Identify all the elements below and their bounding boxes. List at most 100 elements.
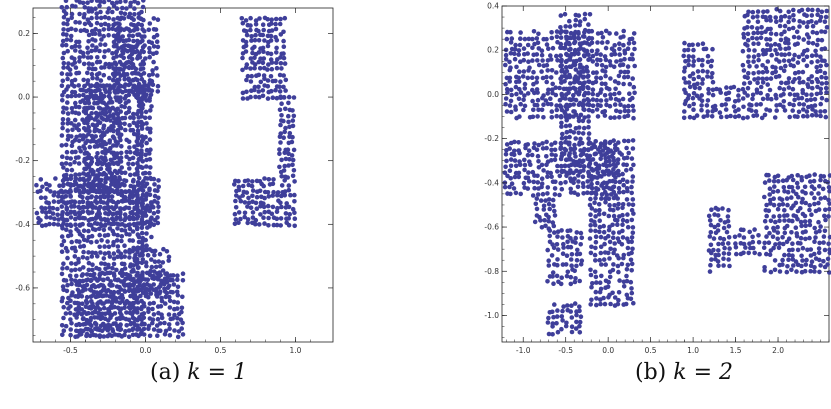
data-point — [540, 141, 545, 146]
data-point — [603, 159, 609, 164]
data-point — [804, 24, 810, 30]
data-point — [591, 70, 596, 75]
data-point — [563, 123, 569, 129]
data-point — [800, 245, 806, 251]
data-point — [620, 62, 626, 67]
data-point — [759, 25, 764, 30]
data-point — [236, 178, 241, 184]
data-point — [132, 144, 137, 149]
data-point — [778, 65, 784, 71]
data-point — [560, 67, 565, 72]
data-point — [261, 201, 266, 206]
data-point — [776, 73, 782, 79]
data-point — [283, 125, 288, 131]
data-point — [576, 179, 581, 184]
data-point — [65, 282, 70, 288]
data-point — [115, 89, 120, 95]
data-point — [282, 61, 288, 66]
data-point — [88, 55, 94, 60]
data-point — [624, 155, 630, 160]
data-point — [572, 279, 578, 285]
data-point — [121, 43, 127, 49]
data-point — [549, 30, 554, 35]
data-point — [607, 103, 613, 109]
data-point — [579, 258, 585, 264]
data-point — [758, 84, 764, 90]
data-point — [110, 295, 115, 301]
data-point — [253, 217, 259, 223]
data-point — [566, 153, 572, 158]
data-point — [568, 244, 574, 250]
data-point — [563, 29, 568, 35]
data-point — [122, 332, 127, 338]
data-point — [741, 235, 747, 240]
data-point — [824, 80, 829, 86]
data-point — [76, 138, 82, 144]
data-point — [73, 4, 78, 9]
data-point — [130, 229, 136, 234]
data-point — [101, 227, 107, 233]
data-point — [76, 282, 82, 288]
data-point — [540, 75, 546, 81]
data-point — [765, 59, 771, 64]
data-point — [261, 27, 267, 33]
data-point — [180, 271, 186, 277]
data-point — [585, 190, 590, 195]
data-point — [147, 151, 152, 156]
data-point — [813, 235, 818, 240]
data-point — [256, 89, 262, 94]
data-point — [610, 235, 616, 240]
data-point — [140, 246, 145, 252]
data-point — [546, 197, 552, 202]
data-point — [170, 277, 175, 283]
data-point — [577, 22, 582, 28]
data-point — [271, 177, 276, 182]
data-point — [129, 44, 134, 49]
data-point — [76, 93, 82, 98]
data-point — [554, 321, 559, 326]
data-point — [724, 114, 730, 120]
data-point — [578, 262, 584, 267]
data-point — [84, 294, 90, 300]
data-point — [559, 124, 564, 129]
data-point — [135, 260, 141, 265]
data-point — [180, 332, 186, 337]
data-point — [781, 241, 786, 247]
data-point — [518, 191, 523, 197]
data-point — [630, 76, 635, 81]
data-point — [69, 26, 74, 32]
data-point — [800, 69, 806, 75]
data-point — [135, 327, 140, 332]
data-point — [129, 209, 135, 215]
data-point — [813, 20, 819, 25]
data-point — [131, 269, 136, 274]
data-point — [48, 189, 53, 194]
data-point — [103, 157, 108, 163]
data-point — [532, 219, 538, 225]
data-point — [260, 45, 266, 51]
data-point — [826, 197, 831, 203]
data-point — [567, 140, 572, 146]
data-point — [507, 79, 512, 84]
data-point — [60, 183, 66, 189]
data-point — [559, 314, 565, 319]
data-point — [134, 190, 139, 195]
data-point — [717, 110, 723, 115]
data-point — [144, 147, 150, 153]
data-point — [102, 14, 108, 20]
data-point — [287, 157, 292, 162]
data-point — [83, 166, 89, 172]
data-point — [96, 206, 102, 212]
data-point — [502, 170, 508, 175]
data-point — [781, 87, 787, 92]
data-point — [822, 46, 828, 51]
data-point — [558, 141, 564, 146]
data-point — [775, 236, 780, 242]
data-point — [610, 290, 615, 296]
data-point — [630, 95, 635, 101]
data-point — [690, 95, 696, 101]
data-point — [549, 152, 555, 157]
data-point — [773, 92, 778, 98]
data-point — [290, 206, 296, 212]
data-point — [611, 162, 616, 167]
